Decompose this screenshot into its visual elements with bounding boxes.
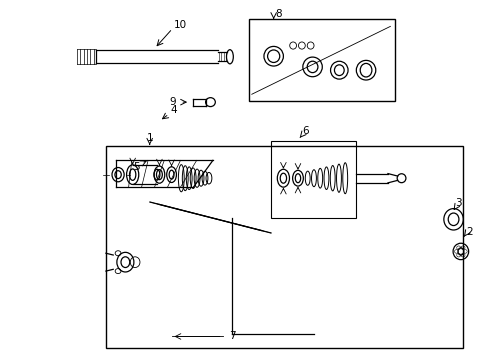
Text: 6: 6 <box>302 126 308 136</box>
Bar <box>271 141 356 217</box>
Text: 4: 4 <box>170 105 177 115</box>
Text: 8: 8 <box>275 9 282 19</box>
Text: 2: 2 <box>466 227 472 237</box>
Bar <box>249 19 394 102</box>
Text: 1: 1 <box>146 133 153 143</box>
Text: 3: 3 <box>454 198 461 208</box>
Text: 7: 7 <box>228 332 235 342</box>
Bar <box>106 146 462 348</box>
Text: 9: 9 <box>169 97 176 107</box>
Text: 5: 5 <box>133 162 140 172</box>
Text: 10: 10 <box>173 19 186 30</box>
